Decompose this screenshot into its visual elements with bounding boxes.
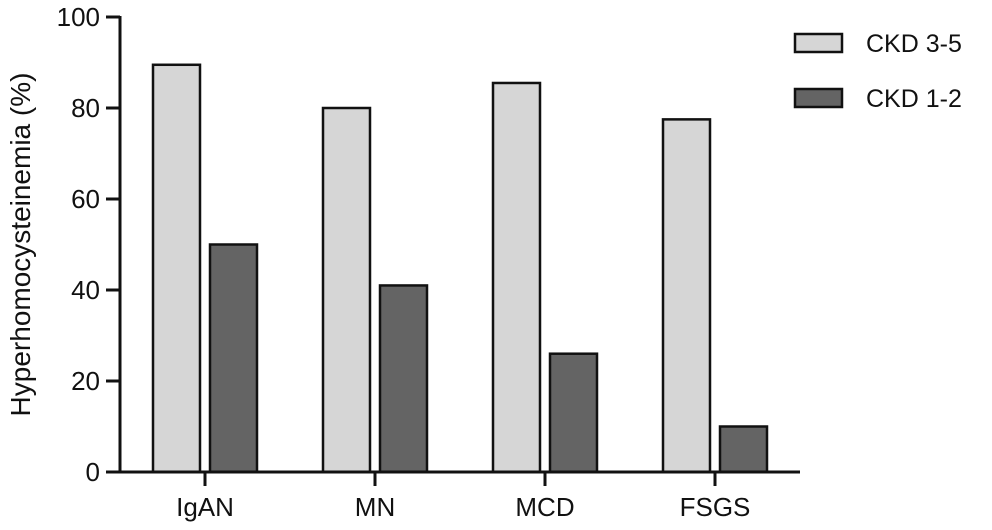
- bars: [151, 63, 769, 474]
- y-tick-label: 40: [71, 275, 100, 305]
- legend-swatch: [793, 32, 844, 54]
- legend: CKD 3-5 CKD 1-2: [793, 30, 962, 113]
- x-tick-label: MN: [355, 492, 395, 522]
- legend-label: CKD 3-5: [866, 30, 962, 58]
- bar-fsgs-ckd1-2: [718, 425, 769, 474]
- x-axis-ticks: IgAN MN MCD FSGS: [176, 472, 750, 522]
- y-axis-ticks: 0 20 40 60 80 100: [57, 2, 120, 487]
- bar-fsgs-ckd3-5: [661, 118, 712, 474]
- bar-igan-ckd1-2: [208, 243, 259, 474]
- y-tick-label: 0: [86, 457, 100, 487]
- y-tick-label: 80: [71, 93, 100, 123]
- x-tick-label: IgAN: [176, 492, 234, 522]
- bar-mn-ckd3-5: [321, 106, 372, 474]
- bar-mcd-ckd1-2: [548, 352, 599, 474]
- legend-label: CKD 1-2: [866, 85, 962, 113]
- bar-mn-ckd1-2: [378, 284, 429, 474]
- y-tick-label: 60: [71, 184, 100, 214]
- y-tick-label: 20: [71, 366, 100, 396]
- bar-mcd-ckd3-5: [491, 81, 542, 474]
- legend-swatch: [793, 87, 844, 109]
- x-tick-label: MCD: [515, 492, 574, 522]
- y-tick-label: 100: [57, 2, 100, 32]
- x-tick-label: FSGS: [680, 492, 751, 522]
- y-axis-title: Hyperhomocysteinemia (%): [5, 73, 36, 417]
- bar-igan-ckd3-5: [151, 63, 202, 474]
